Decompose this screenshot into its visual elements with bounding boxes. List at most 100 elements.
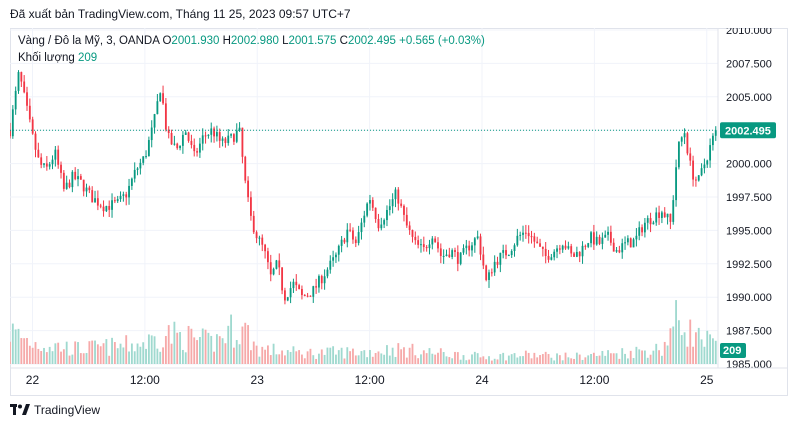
- volume-bar: [335, 354, 337, 364]
- candle-body: [587, 243, 590, 247]
- candle-body: [48, 164, 51, 167]
- candle-body: [227, 135, 230, 143]
- candle-body: [71, 171, 74, 188]
- candle-body: [329, 260, 332, 270]
- candle-body: [578, 251, 581, 257]
- volume-bar: [541, 354, 544, 364]
- volume-bar: [210, 335, 213, 364]
- volume-bar: [139, 346, 142, 364]
- candle-body: [451, 250, 454, 258]
- candle-body: [556, 248, 558, 252]
- candle-body: [113, 200, 116, 202]
- volume-bar: [507, 355, 510, 364]
- volume-bar: [249, 350, 252, 364]
- volume-label[interactable]: Khối lượng: [18, 52, 75, 64]
- candle-body: [264, 244, 267, 252]
- volume-bar: [320, 349, 323, 364]
- candle-body: [82, 179, 85, 192]
- volume-bar: [346, 347, 349, 364]
- volume-bar: [575, 352, 578, 364]
- volume-bar: [711, 338, 714, 364]
- tradingview-brand[interactable]: TradingView: [10, 403, 100, 417]
- candle-body: [210, 128, 213, 135]
- candle-body: [383, 220, 386, 225]
- volume-bar: [173, 321, 176, 364]
- candle-body: [244, 156, 247, 181]
- candle-body: [615, 250, 618, 252]
- candle-body: [162, 93, 164, 104]
- published-caption: Đã xuất bản TradingView.com, Tháng 11 25…: [10, 7, 351, 21]
- volume-bar: [454, 351, 456, 364]
- candle-body: [354, 239, 357, 244]
- candle-body: [544, 248, 547, 256]
- volume-legend: Khối lượng 209: [18, 52, 97, 64]
- candle-body: [598, 236, 601, 244]
- volume-bar: [193, 337, 196, 364]
- candle-body: [420, 244, 422, 246]
- candle-body: [363, 215, 366, 223]
- volume-bar: [709, 334, 712, 364]
- candle-body: [198, 143, 201, 153]
- candle-body: [533, 236, 536, 242]
- candle-body: [706, 160, 709, 165]
- volume-bar: [626, 358, 629, 364]
- volume-bar: [235, 340, 238, 364]
- x-tick-label: 22: [26, 373, 40, 387]
- candle-body: [320, 276, 323, 284]
- volume-bar: [354, 355, 357, 364]
- candle-body: [116, 199, 119, 202]
- candle-body: [431, 238, 434, 245]
- volume-bar: [349, 351, 352, 364]
- candle-body: [272, 268, 275, 275]
- volume-bar: [672, 326, 675, 364]
- y-tick-label: 2007.500: [726, 58, 772, 70]
- volume-bar: [65, 341, 68, 364]
- volume-bar: [105, 339, 108, 364]
- volume-bar: [683, 332, 686, 364]
- volume-bar: [383, 354, 386, 364]
- volume-bar: [221, 338, 224, 364]
- volume-bar: [303, 358, 306, 364]
- candle-body: [142, 156, 145, 163]
- candle-body: [694, 179, 697, 181]
- volume-bar: [244, 322, 247, 364]
- candle-body: [660, 212, 663, 218]
- volume-bar: [417, 358, 420, 364]
- candle-body: [269, 262, 272, 275]
- candle-body: [349, 229, 352, 231]
- candle-body: [37, 149, 40, 158]
- symbol-title[interactable]: Vàng / Đô la Mỹ, 3, OANDA: [18, 35, 160, 47]
- candle-body: [258, 237, 261, 239]
- candle-body: [247, 180, 250, 198]
- volume-bar: [584, 357, 587, 364]
- y-tick-label: 2005.000: [726, 92, 772, 104]
- price-chart[interactable]: 1985.000 1987.500 1990.000 1992.500 1995.000…: [10, 28, 788, 396]
- volume-bar: [556, 353, 558, 364]
- volume-bar: [544, 351, 547, 364]
- candle-body: [485, 265, 488, 280]
- candle-body: [159, 93, 162, 102]
- last-volume-tag: 209: [720, 343, 746, 358]
- x-tick-label: 12:00: [130, 373, 160, 387]
- volume-bar: [686, 346, 689, 364]
- volume-bar: [79, 353, 82, 364]
- candle-body: [371, 200, 374, 208]
- volume-bar: [476, 353, 479, 364]
- volume-bar: [133, 351, 136, 364]
- candle-body: [609, 231, 612, 243]
- candle-body: [57, 149, 60, 165]
- candle-body: [315, 286, 318, 288]
- volume-bar: [496, 359, 499, 364]
- volume-bar: [641, 350, 643, 364]
- volume-bar: [547, 354, 550, 364]
- candle-body: [635, 235, 638, 240]
- volume-bar: [391, 347, 394, 364]
- volume-bar: [272, 343, 275, 364]
- candle-body: [235, 130, 238, 142]
- volume-bar: [301, 354, 303, 364]
- volume-bar: [595, 355, 598, 364]
- candle-body: [43, 163, 45, 165]
- volume-bar: [434, 354, 437, 364]
- volume-bar: [77, 342, 79, 364]
- candle-body: [516, 235, 519, 246]
